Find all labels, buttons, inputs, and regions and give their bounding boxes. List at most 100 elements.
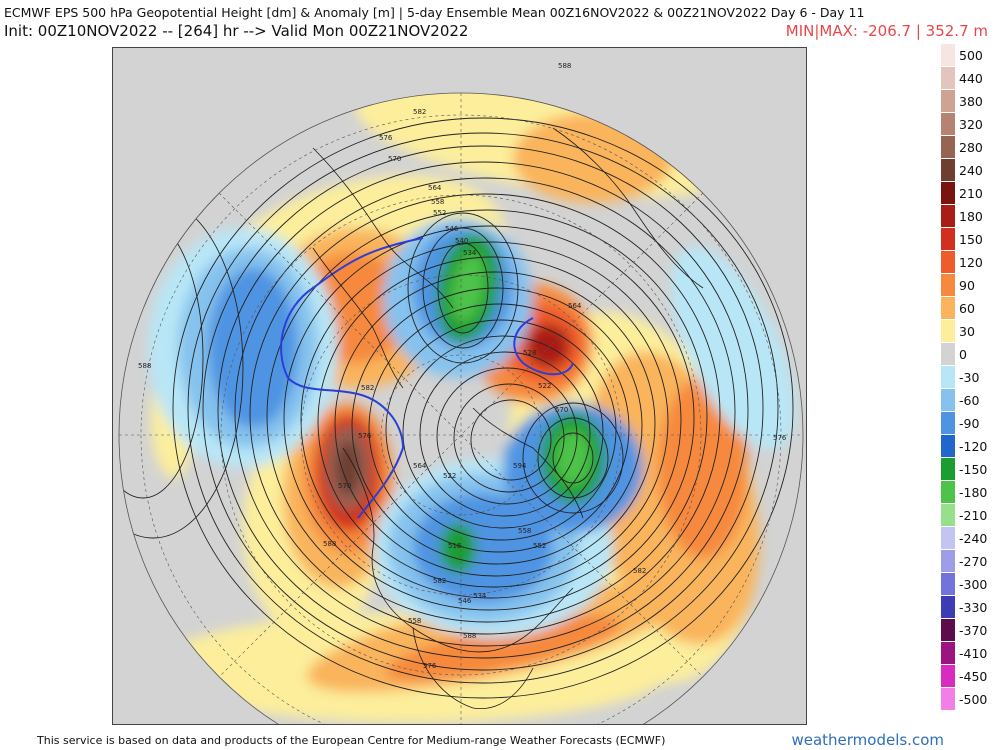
contour-label: 546 [445, 225, 459, 233]
init-valid-time: Init: 00Z10NOV2022 -- [264] hr --> Valid… [4, 22, 469, 40]
contour-label: 558 [518, 527, 531, 535]
legend-swatch [941, 412, 955, 434]
contour-label: 570 [388, 155, 401, 163]
legend-swatch [941, 481, 955, 503]
legend-swatch [941, 504, 955, 526]
contour-label: 552 [433, 209, 446, 217]
legend-swatch [941, 274, 955, 296]
contour-label: 558 [408, 617, 421, 625]
legend-label: 320 [959, 117, 983, 132]
contour-label: 576 [423, 662, 437, 670]
legend-label: -30 [959, 370, 980, 385]
legend-swatch [941, 366, 955, 388]
legend-label: 500 [959, 48, 983, 63]
anomaly-field [119, 93, 803, 724]
legend-label: 60 [959, 301, 975, 316]
contour-label: 582 [361, 384, 374, 392]
legend-row: -410 [938, 642, 1000, 664]
contour-label: 552 [533, 542, 546, 550]
legend-swatch [941, 596, 955, 618]
legend-label: 210 [959, 186, 983, 201]
contour-label: 564 [568, 302, 582, 310]
contour-label: 546 [458, 597, 472, 605]
legend-row: 500 [938, 44, 1000, 66]
legend-row: 210 [938, 182, 1000, 204]
contour-label: 540 [455, 237, 468, 245]
anomaly-color-legend: 500 440 380 320 280 240 210 180 150 120 90 60 30 0 -30… [938, 44, 1000, 714]
legend-label: -500 [959, 692, 988, 707]
legend-swatch [941, 67, 955, 89]
legend-row: 120 [938, 251, 1000, 273]
contour-label: 588 [138, 362, 151, 370]
min-max-readout: MIN|MAX: -206.7 | 352.7 m [785, 22, 988, 40]
contour-label: 564 [428, 184, 442, 192]
legend-label: -330 [959, 600, 988, 615]
legend-swatch [941, 573, 955, 595]
legend-swatch [941, 550, 955, 572]
legend-label: 280 [959, 140, 983, 155]
legend-label: -450 [959, 669, 988, 684]
contour-label: 594 [513, 462, 527, 470]
contour-label: 522 [443, 472, 456, 480]
legend-label: -210 [959, 508, 988, 523]
legend-swatch [941, 182, 955, 204]
legend-row: -240 [938, 527, 1000, 549]
legend-label: -240 [959, 531, 988, 546]
legend-swatch [941, 343, 955, 365]
legend-swatch [941, 205, 955, 227]
legend-swatch [941, 665, 955, 687]
map-panel: 588 582 576 570 564 558 552 546 540 534 528 522 516 5… [112, 47, 807, 725]
legend-label: -90 [959, 416, 980, 431]
legend-swatch [941, 159, 955, 181]
legend-swatch [941, 44, 955, 66]
contour-label: 588 [463, 632, 476, 640]
contour-label: 588 [558, 62, 571, 70]
legend-swatch [941, 435, 955, 457]
ecmwf-credit: This service is based on data and produc… [37, 734, 666, 747]
map-header: ECMWF EPS 500 hPa Geopotential Height [d… [0, 0, 1000, 44]
contour-label: 528 [523, 349, 536, 357]
graticule [119, 93, 803, 724]
legend-swatch [941, 251, 955, 273]
legend-row: -180 [938, 481, 1000, 503]
legend-label: 240 [959, 163, 983, 178]
legend-swatch [941, 297, 955, 319]
contour-label: 534 [473, 592, 487, 600]
legend-row: -150 [938, 458, 1000, 480]
legend-row: 0 [938, 343, 1000, 365]
legend-row: 320 [938, 113, 1000, 135]
contour-label: 588 [323, 540, 336, 548]
legend-row: -30 [938, 366, 1000, 388]
legend-row: 240 [938, 159, 1000, 181]
legend-row: -210 [938, 504, 1000, 526]
coastlines [312, 127, 704, 710]
legend-row: -90 [938, 412, 1000, 434]
legend-swatch [941, 619, 955, 641]
legend-swatch [941, 113, 955, 135]
polar-map: 5885825765705645585525465405345285225165… [113, 48, 806, 724]
legend-row: -450 [938, 665, 1000, 687]
legend-label: 380 [959, 94, 983, 109]
contour-labels: 5885825765705645585525465405345285225165… [138, 62, 787, 670]
map-title: ECMWF EPS 500 hPa Geopotential Height [d… [4, 5, 865, 20]
legend-swatch [941, 642, 955, 664]
contour-label: 582 [633, 567, 646, 575]
legend-row: -120 [938, 435, 1000, 457]
contour-label: 576 [379, 134, 393, 142]
legend-label: 180 [959, 209, 983, 224]
legend-swatch [941, 458, 955, 480]
brand-link[interactable]: weathermodels.com [791, 731, 944, 749]
legend-row: 90 [938, 274, 1000, 296]
legend-row: -300 [938, 573, 1000, 595]
contour-label: 564 [413, 462, 427, 470]
contour-label: 570 [555, 406, 568, 414]
legend-swatch [941, 389, 955, 411]
legend-label: -120 [959, 439, 988, 454]
legend-row: -500 [938, 688, 1000, 710]
legend-label: -410 [959, 646, 988, 661]
legend-row: 180 [938, 205, 1000, 227]
contour-label: 570 [338, 482, 351, 490]
legend-swatch [941, 320, 955, 342]
legend-swatch [941, 90, 955, 112]
legend-label: -150 [959, 462, 988, 477]
